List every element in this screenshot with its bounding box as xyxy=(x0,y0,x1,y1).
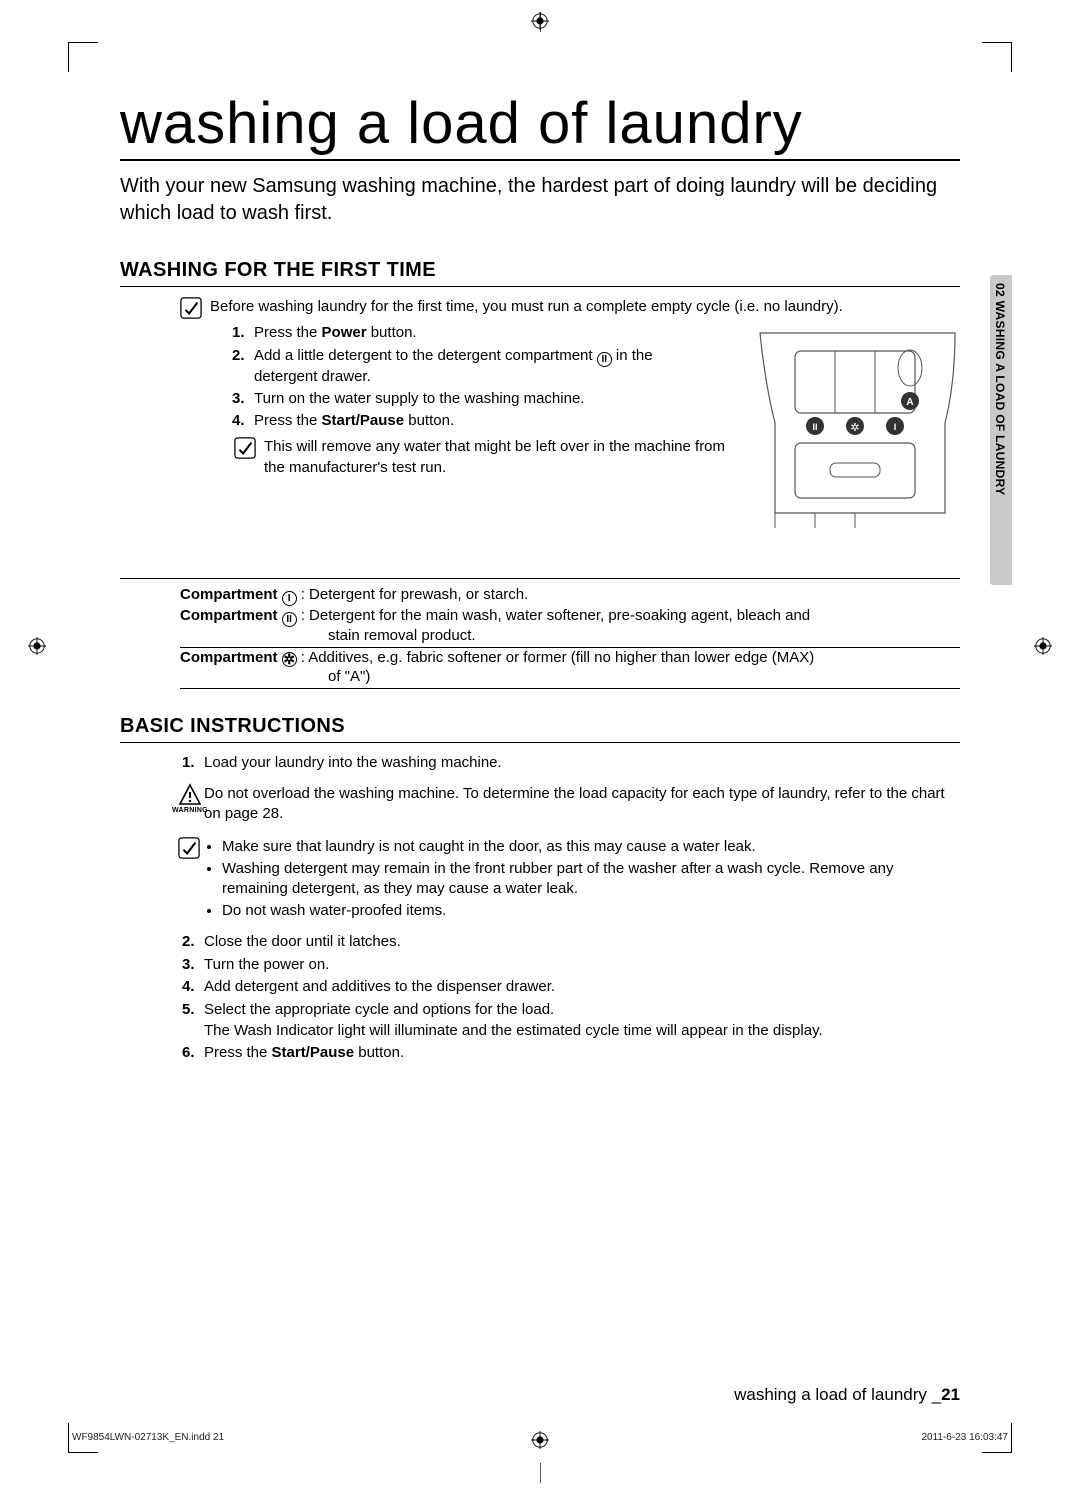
note-icon xyxy=(234,437,256,459)
first-time-note: This will remove any water that might be… xyxy=(234,437,744,478)
section-tab-label: 02 WASHING A LOAD OF LAUNDRY xyxy=(993,283,1007,495)
basic-steps-rest: 2.Close the door until it latches. 3.Tur… xyxy=(120,932,960,1064)
svg-text:✲: ✲ xyxy=(850,422,859,434)
svg-text:A: A xyxy=(906,397,913,408)
registration-mark-top xyxy=(531,12,549,30)
note-icon xyxy=(178,837,200,859)
page-footer: washing a load of laundry _21 xyxy=(734,1385,960,1405)
first-time-lead: Before washing laundry for the first tim… xyxy=(180,297,960,317)
basic-step-1: 1.Load your laundry into the washing mac… xyxy=(120,753,960,774)
warning-icon xyxy=(178,782,202,808)
section-heading-basic: BASIC INSTRUCTIONS xyxy=(120,715,960,743)
registration-mark-right xyxy=(1034,637,1052,655)
first-time-steps: 1.Press the Power button. 2.Add a little… xyxy=(180,323,690,431)
registration-mark-bottom xyxy=(531,1431,549,1449)
note-item: Make sure that laundry is not caught in … xyxy=(222,837,960,858)
section-heading-first-time: WASHING FOR THE FIRST TIME xyxy=(120,259,960,287)
svg-text:I: I xyxy=(894,422,897,432)
page-title: washing a load of laundry xyxy=(120,90,960,161)
imprint-date: 2011-6-23 16:03:47 xyxy=(921,1432,1008,1443)
warning-note: WARNING Do not overload the washing mach… xyxy=(120,784,960,825)
crop-corner xyxy=(982,42,1012,72)
intro-paragraph: With your new Samsung washing machine, t… xyxy=(120,173,960,227)
section-tab: 02 WASHING A LOAD OF LAUNDRY xyxy=(990,275,1012,585)
crop-corner xyxy=(68,42,98,72)
crop-line-bottom xyxy=(540,1463,541,1483)
registration-mark-left xyxy=(28,637,46,655)
warning-label: WARNING xyxy=(172,806,208,816)
svg-text:II: II xyxy=(812,422,817,432)
note-item: Washing detergent may remain in the fron… xyxy=(222,859,960,900)
note-item: Do not wash water-proofed items. xyxy=(222,901,960,922)
page-content: 02 WASHING A LOAD OF LAUNDRY washing a l… xyxy=(120,90,960,1405)
detergent-drawer-illustration: A II ✲ I xyxy=(755,323,960,528)
compartments-block: Compartment I: Detergent for prewash, or… xyxy=(120,578,960,689)
note-icon xyxy=(180,297,202,319)
caution-notes: Make sure that laundry is not caught in … xyxy=(120,837,960,922)
imprint-file: WF9854LWN-02713K_EN.indd 21 xyxy=(72,1432,224,1443)
